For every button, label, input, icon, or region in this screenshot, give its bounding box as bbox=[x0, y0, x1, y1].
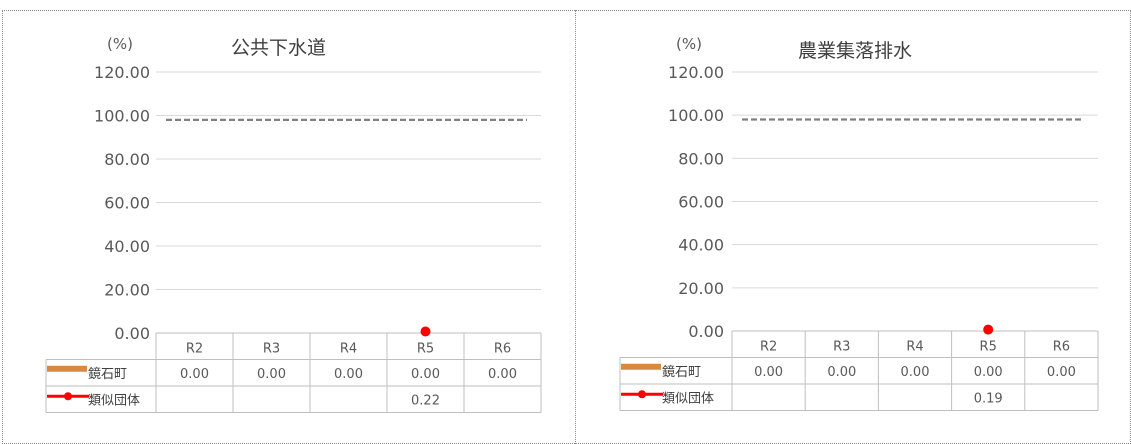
y-tick-label: 60.00 bbox=[678, 193, 724, 212]
line-point bbox=[420, 326, 431, 337]
chart-rural: 農業集落排水 (%) 0.00 20.00 40.00 60.00 80.00 100.00 1… bbox=[619, 35, 1099, 411]
table-cell: 0.00 bbox=[411, 367, 440, 382]
table-cell: 0.00 bbox=[901, 365, 930, 380]
legend-label: 鏡石町 bbox=[662, 365, 701, 380]
table-cell: 0.00 bbox=[974, 365, 1003, 380]
legend-label: 類似団体 bbox=[662, 391, 714, 406]
table-cell: 0.00 bbox=[488, 367, 517, 382]
y-tick-label: 0.00 bbox=[114, 324, 150, 343]
legend-key-marker bbox=[64, 392, 72, 401]
x-tick-label: R6 bbox=[1053, 340, 1070, 355]
chart-sewer: 公共下水道 (%) 0.00 20.00 40.00 60.00 80.00 100.00 12… bbox=[45, 35, 542, 413]
chart-panel-rural: 農業集落排水 (%) 0.00 20.00 40.00 60.00 80.00 100.00 1… bbox=[575, 10, 1131, 444]
legend-key-bar bbox=[47, 365, 87, 372]
x-tick-label: R4 bbox=[340, 342, 357, 357]
y-unit-label: (%) bbox=[107, 35, 133, 53]
legend-key-marker bbox=[638, 390, 646, 399]
chart-title: 公共下水道 bbox=[231, 37, 326, 59]
legend-label: 鏡石町 bbox=[88, 367, 127, 382]
x-tick-label: R2 bbox=[186, 342, 203, 357]
y-tick-label: 120.00 bbox=[668, 63, 724, 82]
y-tick-label: 100.00 bbox=[668, 106, 724, 125]
x-tick-label: R3 bbox=[833, 340, 850, 355]
x-tick-label: R4 bbox=[906, 340, 923, 355]
y-tick-label: 120.00 bbox=[94, 63, 150, 82]
x-tick-label: R3 bbox=[263, 342, 280, 357]
y-tick-label: 80.00 bbox=[678, 149, 724, 168]
chart-panel-sewer: 公共下水道 (%) 0.00 20.00 40.00 60.00 80.00 100.00 12… bbox=[2, 10, 575, 444]
chart-title: 農業集落排水 bbox=[798, 40, 912, 62]
table-cell: 0.00 bbox=[257, 367, 286, 382]
x-tick-label: R2 bbox=[760, 340, 777, 355]
y-tick-label: 0.00 bbox=[688, 322, 724, 341]
table-cell: 0.00 bbox=[1047, 365, 1076, 380]
line-point bbox=[983, 324, 994, 335]
table-cell: 0.00 bbox=[754, 365, 783, 380]
y-tick-label: 60.00 bbox=[104, 194, 150, 213]
table-cell: 0.19 bbox=[974, 391, 1003, 406]
table-cell: 0.00 bbox=[827, 365, 856, 380]
y-unit-label: (%) bbox=[676, 35, 702, 53]
y-tick-label: 40.00 bbox=[104, 237, 150, 256]
table-cell: 0.00 bbox=[334, 367, 363, 382]
y-tick-label: 80.00 bbox=[104, 150, 150, 169]
y-tick-label: 20.00 bbox=[678, 279, 724, 298]
y-tick-label: 40.00 bbox=[678, 236, 724, 255]
legend-label: 類似団体 bbox=[88, 393, 140, 408]
table-cell: 0.00 bbox=[180, 367, 209, 382]
x-tick-label: R6 bbox=[494, 342, 511, 357]
x-tick-label: R5 bbox=[417, 342, 434, 357]
legend-key-bar bbox=[621, 363, 661, 370]
x-tick-label: R5 bbox=[980, 340, 997, 355]
y-tick-label: 20.00 bbox=[104, 281, 150, 300]
table-cell: 0.22 bbox=[411, 393, 440, 408]
y-tick-label: 100.00 bbox=[94, 107, 150, 126]
